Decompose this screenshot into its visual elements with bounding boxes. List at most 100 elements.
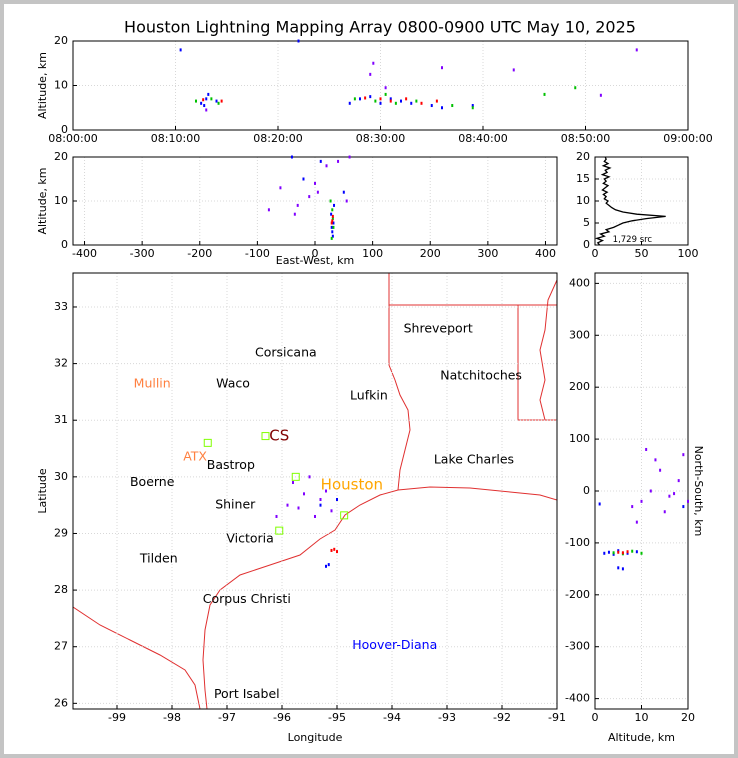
y-tick-label: 10: [576, 194, 590, 207]
place-label: ATX: [183, 449, 207, 464]
source-point: [286, 503, 289, 507]
source-point: [640, 499, 643, 503]
station-marker: [340, 511, 349, 520]
source-point: [205, 108, 208, 112]
y-tick-label: 10: [54, 194, 68, 207]
source-point: [394, 101, 397, 105]
source-point: [682, 505, 685, 509]
source-point: [319, 497, 322, 501]
y-axis-label: Altitude, km: [36, 167, 49, 234]
y-tick-label: 15: [576, 172, 590, 185]
station-marker: [261, 432, 270, 441]
source-point: [359, 97, 361, 101]
x-tick-label: -95: [328, 711, 346, 724]
plot-frame: [72, 156, 558, 246]
source-point: [410, 101, 413, 105]
source-point: [603, 551, 606, 555]
y-tick-label: 32: [54, 357, 68, 370]
source-point: [607, 550, 610, 554]
source-point: [441, 106, 443, 110]
place-label: Bastrop: [207, 457, 255, 472]
source-point: [372, 61, 375, 65]
source-point: [599, 93, 602, 97]
source-point: [598, 502, 601, 506]
source-point: [332, 225, 335, 229]
place-label: Shreveport: [404, 321, 473, 336]
source-point: [512, 68, 515, 72]
y-tick-label: 5: [583, 216, 590, 229]
source-point: [635, 520, 638, 524]
source-point: [369, 72, 372, 76]
y-tick-label: 0: [583, 484, 590, 497]
source-point: [303, 492, 305, 496]
source-point: [640, 551, 643, 555]
source-point: [364, 96, 367, 100]
source-point: [659, 468, 662, 472]
y-tick-label: 300: [569, 328, 590, 341]
source-point: [574, 86, 577, 90]
plot-frame: [594, 272, 689, 710]
source-point: [331, 217, 334, 221]
x-tick-label: 08:20:00: [253, 132, 302, 145]
x-tick-label: 200: [420, 247, 441, 260]
y-tick-label: -400: [565, 692, 590, 705]
x-tick-label: 08:30:00: [356, 132, 405, 145]
source-point: [631, 549, 634, 553]
source-point: [330, 548, 333, 552]
border: [73, 606, 201, 709]
station-marker: [203, 438, 212, 447]
place-label: Mullin: [134, 375, 171, 390]
source-point: [297, 506, 300, 510]
source-point: [617, 550, 620, 554]
station-marker: [275, 526, 284, 535]
y-tick-label: 26: [54, 696, 68, 709]
y-tick-label: 100: [569, 432, 590, 445]
y-tick-label: 400: [569, 276, 590, 289]
x-tick-label: -94: [383, 711, 401, 724]
source-point: [649, 489, 652, 493]
source-point: [319, 503, 322, 507]
source-point: [331, 234, 334, 238]
y-tick-label: 200: [569, 380, 590, 393]
source-point: [687, 499, 689, 503]
source-point: [330, 212, 333, 216]
y-tick-label: -300: [565, 640, 590, 653]
source-point: [195, 99, 197, 103]
source-point: [330, 509, 333, 513]
source-point: [331, 230, 334, 234]
source-point: [336, 497, 338, 501]
x-tick-label: -91: [548, 711, 566, 724]
source-point: [543, 92, 546, 96]
source-point: [202, 98, 205, 102]
source-point: [336, 550, 338, 554]
y-tick-label: 0: [61, 238, 68, 251]
y-tick-label: 33: [54, 300, 68, 313]
source-point: [330, 221, 333, 225]
map-lines: [73, 273, 557, 709]
source-point: [673, 492, 676, 496]
y-tick-label: 10: [54, 79, 68, 92]
x-tick-label: 100: [362, 247, 383, 260]
place-label: Tilden: [139, 550, 178, 565]
x-tick-label: 08:00:00: [48, 132, 97, 145]
y-axis-label: Latitude: [36, 468, 49, 514]
background: [4, 4, 734, 754]
source-point: [374, 99, 377, 103]
place-label: CS: [269, 427, 289, 445]
source-point: [290, 155, 293, 159]
source-point: [617, 566, 620, 570]
source-point: [654, 458, 657, 462]
y-tick-label: 31: [54, 413, 68, 426]
y-tick-label: -100: [565, 536, 590, 549]
y-tick-label: 20: [576, 150, 590, 163]
source-point: [384, 86, 387, 90]
source-point: [668, 494, 671, 498]
x-tick-label: -200: [187, 247, 212, 260]
x-tick-label: 0: [592, 247, 599, 260]
x-tick-label: 09:00:00: [663, 132, 712, 145]
place-label: Corsicana: [255, 344, 317, 359]
source-point: [179, 48, 182, 52]
x-tick-label: -99: [108, 711, 126, 724]
source-point: [435, 99, 438, 103]
source-point: [337, 159, 340, 163]
